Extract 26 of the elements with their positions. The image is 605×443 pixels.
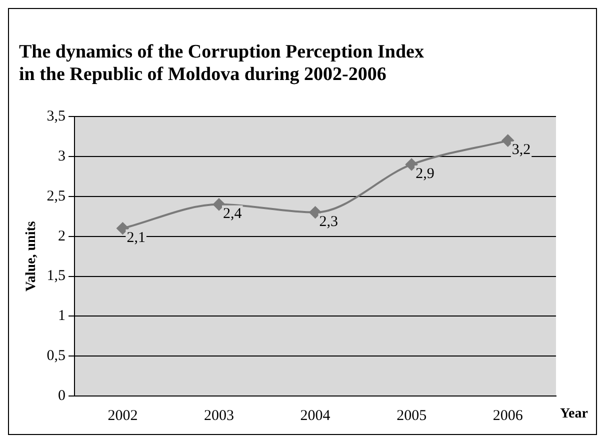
x-tick-label: 2003 <box>204 408 234 424</box>
point <box>309 206 322 218</box>
point <box>212 198 225 210</box>
y-tick-label: 3 <box>58 148 66 164</box>
point <box>502 134 514 147</box>
x-axis-title: Year <box>560 406 588 422</box>
data-label: 3,2 <box>512 142 531 158</box>
y-tick-label: 2,5 <box>46 188 66 204</box>
y-tick-label: 2 <box>58 228 66 244</box>
x-tick-label: 2006 <box>492 408 524 424</box>
chart-title: The dynamics of the Corruption Perception Index in the Republic of Moldova during 2002-2006 <box>19 41 424 86</box>
x-tick-label: 2002 <box>108 408 138 424</box>
data-label: 2,9 <box>416 166 434 182</box>
y-tick-label: 1 <box>58 308 66 324</box>
y-tick-label: 3,5 <box>46 108 66 125</box>
data-label: 2,4 <box>222 206 242 222</box>
y-tick-label: 1,5 <box>46 268 66 284</box>
data-label: 2,3 <box>319 214 338 230</box>
y-tick-label: 0 <box>58 388 66 404</box>
data-label: 2,1 <box>126 230 146 246</box>
x-tick-label: 2005 <box>396 408 427 424</box>
point <box>116 222 129 234</box>
x-tick-label: 2004 <box>300 408 331 424</box>
point <box>406 158 418 170</box>
y-tick-label: 0,5 <box>46 348 66 364</box>
y-axis-title: Value, units <box>24 220 40 292</box>
